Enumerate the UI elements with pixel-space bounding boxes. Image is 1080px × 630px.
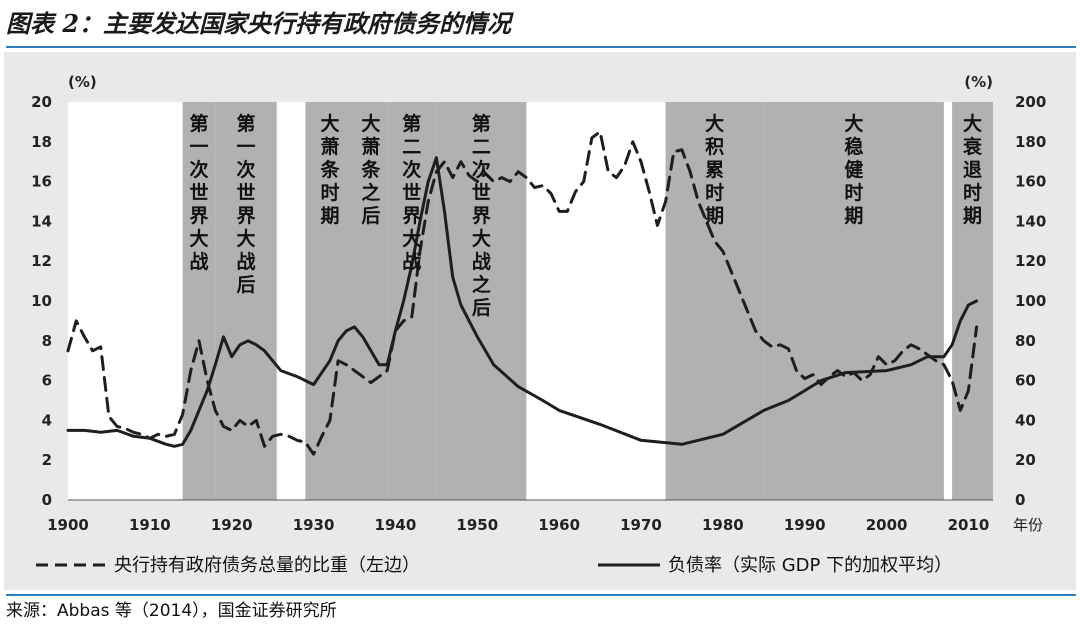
period-band: [665, 102, 764, 500]
period-band: [305, 102, 355, 500]
x-tick-label: 2000: [866, 516, 908, 534]
y-right-tick-label: 180: [1015, 133, 1046, 151]
y-left-tick-label: 0: [42, 491, 52, 509]
y-left-tick-label: 18: [31, 133, 52, 151]
legend-solid-label: 负债率（实际 GDP 下的加权平均）: [668, 555, 952, 576]
x-tick-label: 1970: [620, 516, 662, 534]
x-tick-label: 1920: [211, 516, 253, 534]
period-band: [215, 102, 277, 500]
period-bands: [182, 102, 993, 500]
series-lines: [66, 130, 979, 456]
left-axis-unit: (%): [68, 73, 97, 91]
y-right-tick-label: 80: [1015, 332, 1036, 350]
period-label: 大萧条之后: [361, 112, 381, 227]
period-label: 第一次世界大战后: [237, 112, 256, 296]
x-tick-label: 2010: [948, 516, 990, 534]
y-left-tick-label: 12: [31, 252, 52, 270]
x-tick-label: 1900: [47, 516, 89, 534]
y-right-tick-label: 120: [1015, 252, 1046, 270]
x-tick-label: 1910: [129, 516, 171, 534]
y-left-tick-label: 2: [42, 451, 52, 469]
period-label: 第一次世界大战: [189, 112, 208, 273]
y-right-tick-label: 140: [1015, 212, 1046, 230]
y-left-tick-label: 14: [31, 212, 52, 230]
chart-title: 图表 2：主要发达国家央行持有政府债务的情况: [6, 2, 1076, 48]
period-label: 大衰退时期: [962, 112, 983, 227]
period-band: [354, 102, 388, 500]
period-label: 大积累时期: [705, 112, 724, 227]
axes: 1900 1910 1920 1930 1940 1950 1960 1970 1980 1990…: [31, 93, 1046, 534]
period-label: 第二次世界大战之后: [472, 112, 491, 319]
y-left-tick-label: 8: [42, 332, 52, 350]
y-right-tick-label: 0: [1015, 491, 1025, 509]
period-label: 大稳健时期: [844, 112, 863, 227]
y-left-tick-label: 10: [31, 292, 52, 310]
legend: 央行持有政府债务总量的比重（左边） 负债率（实际 GDP 下的加权平均）: [36, 555, 952, 576]
y-right-tick-label: 60: [1015, 372, 1036, 390]
y-right-tick-label: 40: [1015, 411, 1036, 429]
x-tick-label: 1930: [293, 516, 335, 534]
x-tick-label: 1990: [784, 516, 826, 534]
chart-svg: 1900 1910 1920 1930 1940 1950 1960 1970 1980 1990…: [4, 52, 1076, 590]
y-left-tick-label: 16: [31, 173, 52, 191]
y-left-tick-label: 20: [31, 93, 52, 111]
period-label: 第二次世界大战: [402, 112, 421, 273]
y-right-tick-label: 160: [1015, 173, 1046, 191]
period-band: [436, 102, 527, 500]
period-band: [763, 102, 944, 500]
y-left-tick-label: 4: [42, 411, 52, 429]
period-label: 大萧条时期: [320, 112, 340, 227]
x-tick-label: 1980: [702, 516, 744, 534]
source-note: 来源：Abbas 等（2014），国金证券研究所: [6, 594, 1076, 626]
chart-container: 1900 1910 1920 1930 1940 1950 1960 1970 1980 1990…: [0, 52, 1080, 590]
period-band: [387, 102, 437, 500]
period-band: [952, 102, 993, 500]
x-axis-label: 年份: [1013, 516, 1043, 534]
period-labels: 第一次世界大战 第一次世界大战后 大萧条时期 大萧条之后 第二次世界大战 第二次世界大战之…: [189, 112, 983, 319]
x-tick-label: 1950: [456, 516, 498, 534]
y-right-tick-label: 200: [1015, 93, 1046, 111]
y-right-tick-label: 20: [1015, 451, 1036, 469]
y-right-tick-label: 100: [1015, 292, 1046, 310]
x-tick-label: 1940: [375, 516, 417, 534]
legend-dashed-label: 央行持有政府债务总量的比重（左边）: [114, 555, 420, 576]
right-axis-unit: (%): [964, 73, 993, 91]
x-tick-label: 1960: [538, 516, 580, 534]
y-left-tick-label: 6: [42, 372, 52, 390]
series-line-debt-ratio: [66, 156, 979, 448]
